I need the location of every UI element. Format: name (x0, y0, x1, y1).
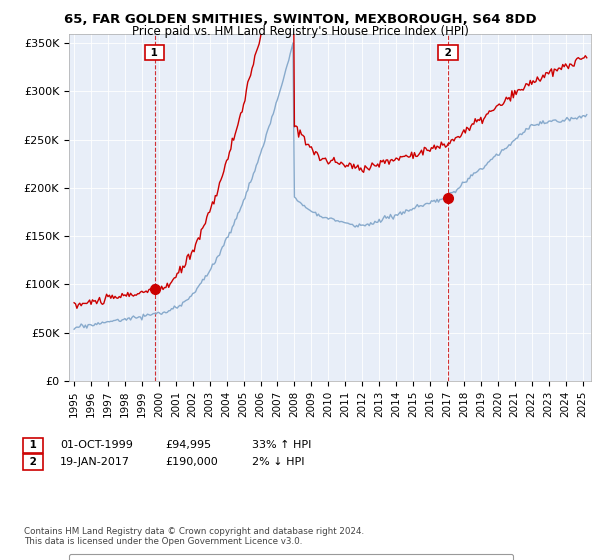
Text: 2% ↓ HPI: 2% ↓ HPI (252, 457, 305, 467)
Text: £94,995: £94,995 (165, 440, 211, 450)
Text: 1: 1 (26, 440, 40, 450)
Text: 65, FAR GOLDEN SMITHIES, SWINTON, MEXBOROUGH, S64 8DD: 65, FAR GOLDEN SMITHIES, SWINTON, MEXBOR… (64, 13, 536, 26)
Text: 1: 1 (148, 48, 162, 58)
Text: 2: 2 (26, 457, 40, 467)
Text: £190,000: £190,000 (165, 457, 218, 467)
Text: 01-OCT-1999: 01-OCT-1999 (60, 440, 133, 450)
Text: 2: 2 (440, 48, 455, 58)
Text: Contains HM Land Registry data © Crown copyright and database right 2024.
This d: Contains HM Land Registry data © Crown c… (24, 526, 364, 546)
Text: 33% ↑ HPI: 33% ↑ HPI (252, 440, 311, 450)
Text: Price paid vs. HM Land Registry's House Price Index (HPI): Price paid vs. HM Land Registry's House … (131, 25, 469, 38)
Legend: 65, FAR GOLDEN SMITHIES, SWINTON, MEXBOROUGH, S64 8DD (detached house), HPI: Ave: 65, FAR GOLDEN SMITHIES, SWINTON, MEXBOR… (69, 554, 513, 560)
Text: 19-JAN-2017: 19-JAN-2017 (60, 457, 130, 467)
